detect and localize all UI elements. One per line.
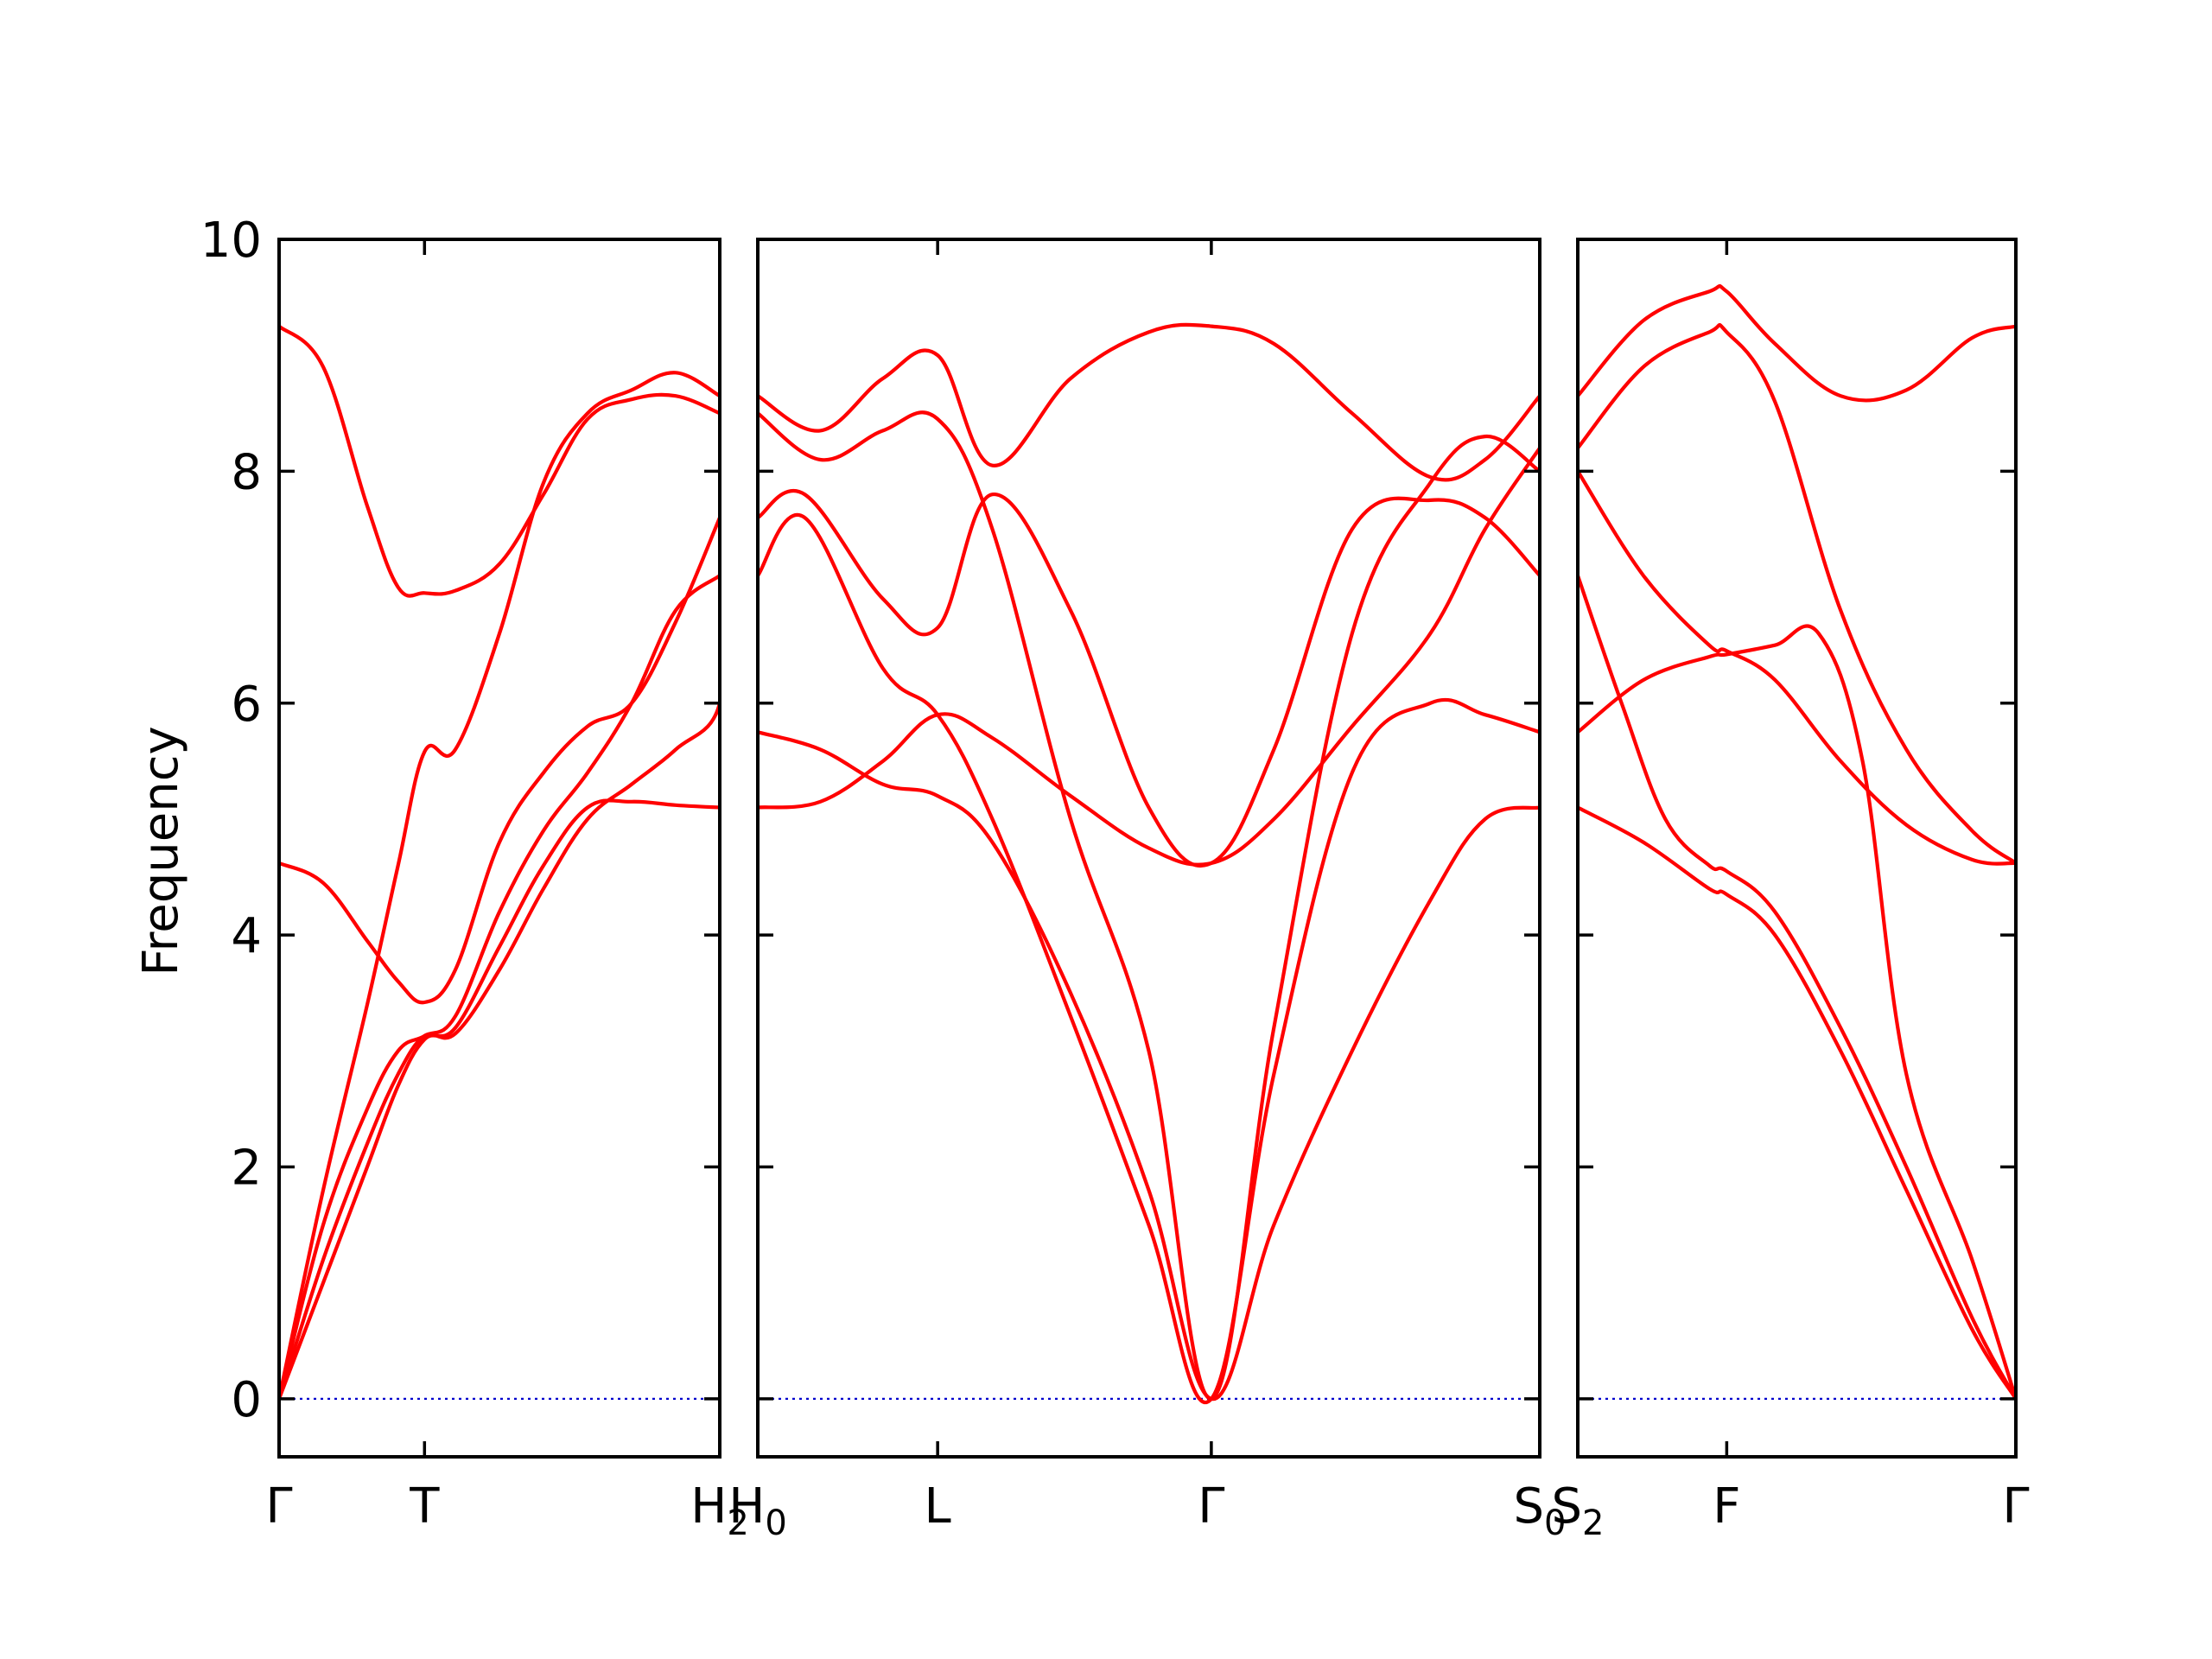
y-tick-label: 4 — [231, 908, 262, 964]
x-tick-label: T — [409, 1478, 440, 1535]
panel-2: H0 L Γ S0 — [728, 238, 1567, 1543]
band-line-3 — [279, 371, 720, 1401]
band-line-2 — [279, 574, 720, 1401]
x-tick-label: H2 — [690, 1478, 749, 1543]
panel-frame — [1576, 238, 2018, 1459]
x-tick-label: H0 — [728, 1478, 787, 1543]
band-line-3 — [758, 513, 1540, 1404]
band-line-2 — [1578, 574, 2016, 1401]
band-line-1 — [279, 574, 720, 1401]
band-line-5 — [1578, 323, 2016, 865]
panel-1: 0 2 4 6 8 10 Γ T H2 — [200, 213, 749, 1543]
band-line-6 — [279, 798, 720, 1401]
x-tick-label: L — [925, 1478, 951, 1535]
panel-frame — [756, 238, 1541, 1459]
y-axis-label: Frequency — [133, 726, 189, 976]
band-line-1 — [758, 730, 1540, 1402]
band-line-4 — [1578, 624, 2016, 1401]
x-tick-label: Γ — [2002, 1478, 2029, 1535]
y-tick-label: 2 — [231, 1141, 262, 1197]
y-tick-label: 6 — [231, 677, 262, 733]
band-line-6 — [758, 322, 1540, 482]
x-tick-label: S0 — [1514, 1478, 1567, 1543]
y-tick-label: 0 — [231, 1372, 262, 1428]
x-tick-label: Γ — [1198, 1478, 1224, 1535]
y-tick-label: 8 — [231, 444, 262, 500]
panel-frame — [277, 238, 721, 1459]
band-line-1 — [1578, 805, 2016, 1401]
band-line-4 — [758, 488, 1540, 868]
band-line-5 — [758, 410, 1540, 1401]
y-tick-label: 10 — [200, 213, 262, 269]
band-line-6 — [1578, 283, 2016, 403]
band-line-4 — [279, 516, 720, 1005]
band-line-5 — [279, 324, 720, 598]
band-line-2 — [758, 446, 1540, 867]
band-line-3 — [1578, 469, 2016, 866]
x-tick-label: S2 — [1552, 1478, 1605, 1543]
x-tick-label: F — [1713, 1478, 1740, 1535]
x-tick-label: Γ — [265, 1478, 292, 1535]
panel-3: S2 F Γ — [1552, 238, 2030, 1543]
